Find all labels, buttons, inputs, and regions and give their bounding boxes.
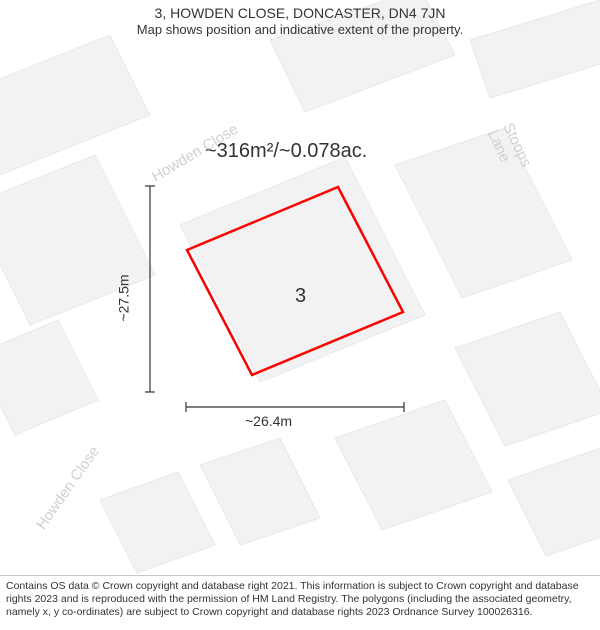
address-title: 3, HOWDEN CLOSE, DONCASTER, DN4 7JN bbox=[0, 4, 600, 22]
copyright-footer: Contains OS data © Crown copyright and d… bbox=[0, 575, 600, 625]
vertical-dimension: ~27.5m bbox=[116, 274, 132, 321]
map-subtitle: Map shows position and indicative extent… bbox=[0, 22, 600, 39]
map-canvas: ~316m²/~0.078ac. ~27.5m ~26.4m 3 Howden … bbox=[0, 0, 600, 625]
plot-number: 3 bbox=[295, 285, 306, 308]
area-measurement: ~316m²/~0.078ac. bbox=[205, 140, 367, 163]
horizontal-dimension: ~26.4m bbox=[245, 413, 292, 429]
page-header: 3, HOWDEN CLOSE, DONCASTER, DN4 7JN Map … bbox=[0, 0, 600, 39]
